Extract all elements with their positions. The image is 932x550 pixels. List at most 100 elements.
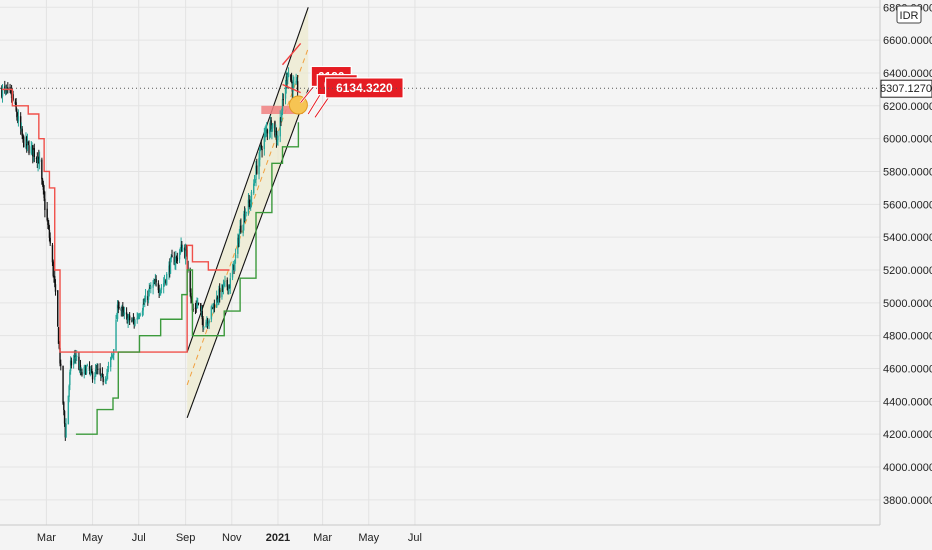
candle-body [21, 128, 23, 137]
candle-body [256, 165, 258, 174]
candle-body [190, 297, 193, 302]
chart-background [0, 0, 880, 525]
candle-body [107, 366, 110, 369]
candle-body [16, 117, 19, 122]
candle-body [57, 327, 60, 344]
candle-body [259, 145, 262, 148]
candle-body [173, 256, 175, 265]
candle-body [231, 269, 234, 278]
candle-body [125, 312, 128, 315]
candle-body [115, 319, 117, 351]
candle-body [110, 357, 112, 368]
candle-body [158, 289, 160, 293]
candle-body [269, 121, 272, 132]
x-tick-label: Jul [132, 532, 146, 544]
candle-body [208, 319, 210, 323]
candle-body [79, 365, 82, 372]
candle-body [291, 82, 294, 92]
candle-body [181, 247, 184, 251]
candle-body [149, 286, 151, 289]
candle-body [90, 369, 92, 371]
candle-body [84, 366, 86, 369]
candle-body [253, 181, 256, 184]
candle-body [265, 129, 267, 132]
candle-body [68, 385, 70, 397]
candle-body [247, 199, 250, 214]
candle-body [174, 262, 176, 265]
candle-body [49, 237, 51, 244]
candle-body [111, 354, 113, 358]
candle-body [31, 145, 33, 148]
candle-body [250, 202, 252, 204]
candle-body [275, 130, 278, 141]
candle-body [38, 159, 41, 162]
candle-body [148, 288, 151, 292]
candle-body [73, 355, 76, 358]
candle-body [97, 368, 99, 370]
candle-body [26, 140, 29, 145]
candle-body [99, 368, 101, 375]
channel-lower-line [186, 89, 309, 418]
candle-body [101, 372, 104, 376]
wedge-bottom-line [282, 83, 301, 94]
candle-body [170, 255, 172, 259]
candle-body [85, 366, 88, 374]
candle-body [180, 244, 182, 249]
candle-body [64, 424, 67, 438]
candle-body [168, 265, 170, 275]
y-tick-label: 5400.0000 [883, 232, 932, 244]
candle-body [43, 190, 45, 198]
candle-body [30, 146, 32, 154]
candle-body [72, 358, 75, 365]
candle-body [154, 280, 157, 284]
candle-body [42, 183, 45, 190]
candle-body [63, 402, 65, 411]
candle-body [137, 315, 139, 319]
candle-body [210, 306, 213, 320]
x-axis-panel[interactable] [0, 525, 880, 550]
candle-body [185, 249, 188, 251]
candle-body [223, 282, 225, 285]
candle-body [268, 129, 271, 134]
candle-body [78, 365, 81, 369]
candle-body [51, 245, 54, 263]
candle-body [33, 148, 35, 157]
candle-body [133, 320, 135, 325]
x-tick-label: May [82, 532, 103, 544]
candle-body [166, 273, 168, 285]
candle-body [96, 368, 98, 372]
y-tick-label: 4400.0000 [883, 396, 932, 408]
candle-body [207, 323, 210, 326]
candle-body [281, 112, 283, 122]
y-tick-label: 4800.0000 [883, 331, 932, 343]
candle-body [69, 360, 72, 372]
callout-pointer [307, 92, 322, 115]
candle-body [227, 286, 229, 291]
candle-body [58, 342, 60, 349]
candle-body [32, 149, 35, 155]
candle-body [254, 180, 256, 183]
candle-body [139, 314, 141, 316]
wedge-top-line [281, 42, 302, 66]
candle-body [266, 129, 269, 134]
candle-body [19, 116, 22, 130]
y-tick-label: 6000.0000 [883, 134, 932, 146]
candle-body [238, 233, 241, 244]
candle-body [16, 111, 18, 118]
candle-body [63, 411, 66, 424]
candle-body [100, 374, 103, 377]
candle-body [105, 378, 107, 381]
x-axis: Mar May Jul Sep Nov 2021 Mar May Jul [37, 532, 422, 544]
candle-body [1, 87, 3, 97]
candle-body [104, 379, 107, 383]
candle-body [270, 120, 272, 131]
candle-body [132, 319, 135, 321]
candle-body [94, 369, 97, 377]
candle-body [175, 256, 178, 258]
callout-pointer [300, 84, 316, 103]
candle-body [286, 76, 288, 81]
candle-body [118, 307, 120, 309]
candle-body [32, 145, 34, 157]
candle-body [175, 257, 177, 264]
